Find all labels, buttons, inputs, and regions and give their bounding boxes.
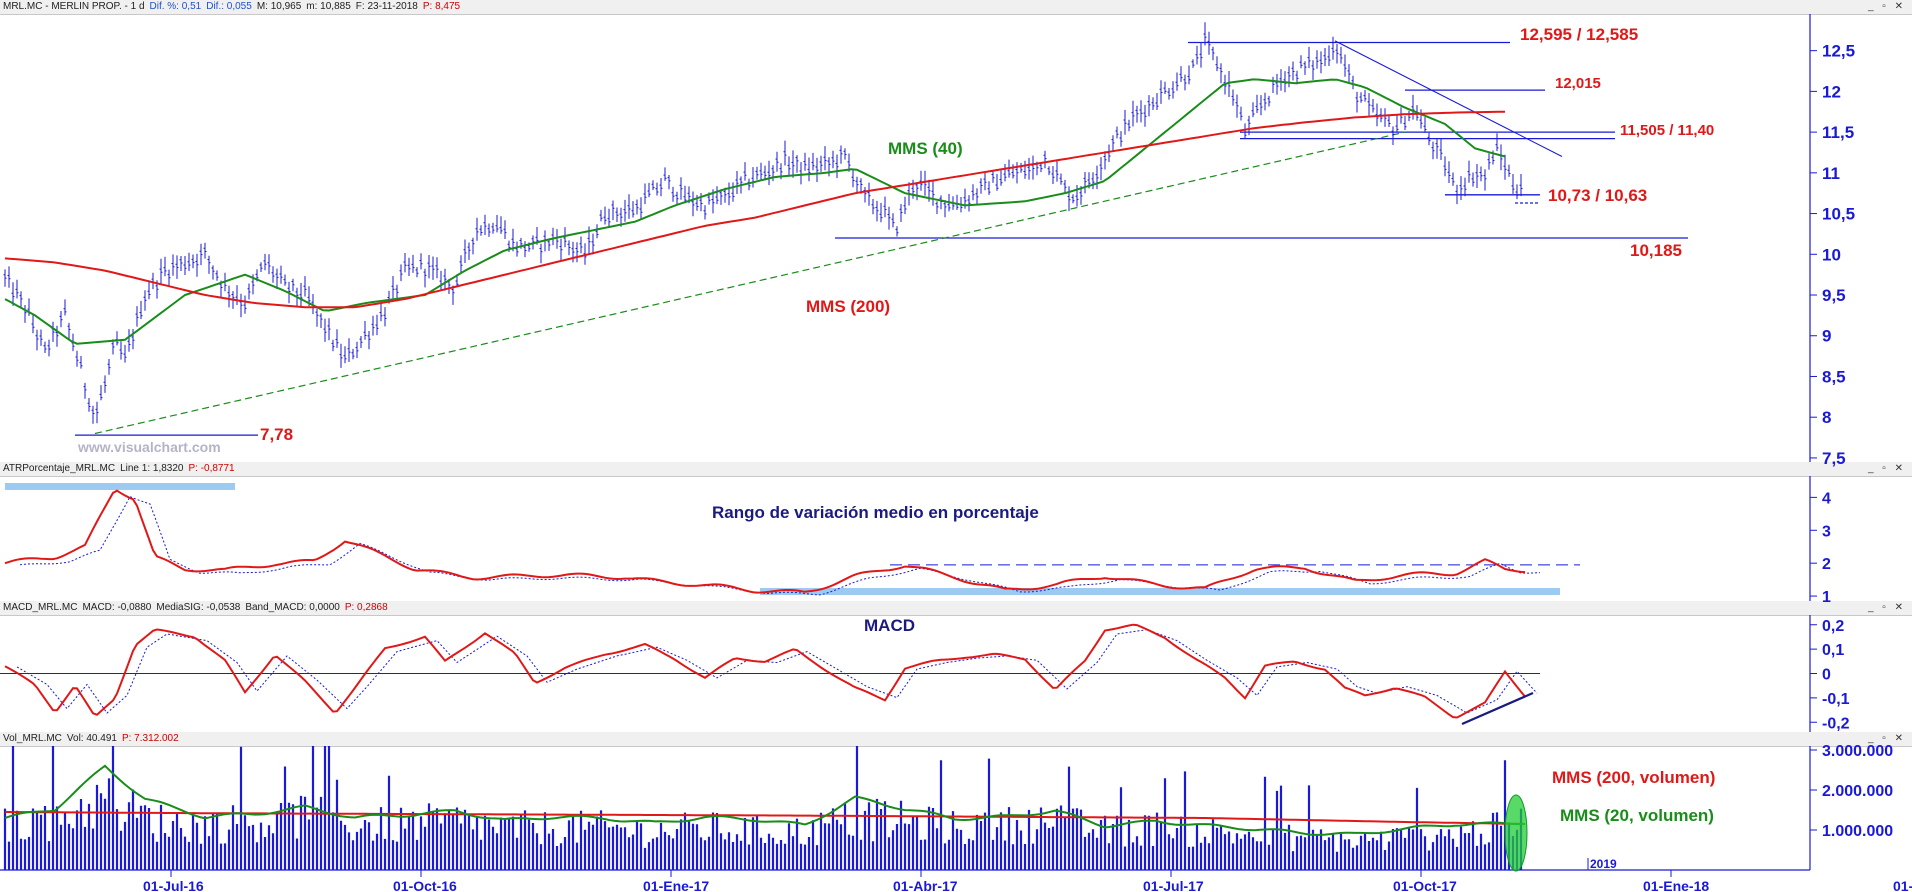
macd-signal-line <box>16 629 1538 714</box>
vol-mms20-label: MMS (20, volumen) <box>1560 806 1714 825</box>
price-y-tick-label: 11 <box>1822 164 1840 183</box>
time-tick-label: 01-Jul-17 <box>1143 878 1204 892</box>
atr-y-tick-label: 1 <box>1822 589 1831 606</box>
atr-header-item: ATRPorcentaje_MRL.MC <box>3 463 116 474</box>
macd-y-tick-label: 0,1 <box>1822 642 1844 659</box>
time-tick-label: 01-Abr-17 <box>893 878 958 892</box>
atr-highlight-top <box>5 483 235 490</box>
atr-panel-header: ATRPorcentaje_MRL.MC Line 1: 1,8320 P: -0,… <box>0 462 1912 477</box>
atr-y-tick-label: 4 <box>1822 490 1831 507</box>
vol-header-item: Vol_MRL.MC <box>3 733 62 744</box>
atr-panel: 1 2 3 4 <box>4 483 1831 606</box>
volume-highlight-ellipse <box>1504 794 1528 872</box>
level-label-10185: 10,185 <box>1630 241 1682 260</box>
time-axis: 01-Jul-16 01-Oct-16 01-Ene-17 01-Abr-17 01-J… <box>143 857 1912 892</box>
price-window-controls[interactable]: _ ▫ ✕ <box>1867 1 1906 12</box>
price-header-item: Dif.: 0,055 <box>206 1 252 12</box>
atr-header-text: ATRPorcentaje_MRL.MC Line 1: 1,8320 P: -0,… <box>3 462 240 476</box>
long-trendline <box>94 131 1406 435</box>
level-label-12015: 12,015 <box>1555 75 1601 92</box>
price-panel: 7,5 8 8,5 9 9,5 10 10,5 11 11,5 12 12,5 <box>3 22 1855 468</box>
atr-header-item: Line 1: 1,8320 <box>120 463 184 474</box>
price-header-item: P: 8,475 <box>422 1 461 12</box>
atr-line <box>4 489 1526 594</box>
level-label-11505: 11,505 / 11,40 <box>1620 122 1714 139</box>
price-header-item: M: 10,965 <box>256 1 302 12</box>
macd-panel: -0,2 -0,1 0 0,1 0,2 <box>0 618 1850 732</box>
macd-window-controls[interactable]: _ ▫ ✕ <box>1867 602 1906 613</box>
mms200-label: MMS (200) <box>806 297 890 316</box>
price-y-tick-label: 12,5 <box>1822 42 1855 61</box>
time-tick-label: 01-Oct-17 <box>1393 878 1457 892</box>
volume-bars <box>3 746 1523 870</box>
atr-title: Rango de variación medio en porcentaje <box>712 503 1039 522</box>
vol-panel-header: Vol_MRL.MC Vol: 40.491 P: 7.312.002 _ ▫ ✕ <box>0 732 1912 747</box>
vol-y-tick-label: 3.000.000 <box>1822 743 1893 760</box>
price-y-tick-label: 10 <box>1822 245 1841 264</box>
macd-y-tick-label: 0 <box>1822 667 1831 684</box>
macd-header-item: P: 0,2868 <box>344 602 388 613</box>
macd-header-item: Band_MACD: 0,0000 <box>245 602 340 613</box>
macd-header-text: MACD_MRL.MC MACD: -0,0880 MediaSIG: -0,053… <box>3 601 393 615</box>
vol-mms200-line <box>5 811 1526 825</box>
mms40-label: MMS (40) <box>888 139 963 158</box>
macd-y-tick-label: -0,1 <box>1822 691 1850 708</box>
time-tick-label: 01-Ene-17 <box>643 878 709 892</box>
level-label-12595: 12,595 / 12,585 <box>1520 25 1638 44</box>
atr-window-controls[interactable]: _ ▫ ✕ <box>1867 463 1906 474</box>
vol-y-tick-label: 2.000.000 <box>1822 783 1893 800</box>
vol-header-item: P: 7.312.002 <box>121 733 179 744</box>
volume-panel: 1.000.000 2.000.000 3.000.000 <box>3 743 1893 872</box>
price-panel-header: MRL.MC - MERLIN PROP. - 1 d Dif. %: 0,51 D… <box>0 0 1912 15</box>
time-tick-label: 01-Oct-16 <box>393 878 457 892</box>
vol-mms20-line <box>4 764 1526 836</box>
price-header-item: MRL.MC - MERLIN PROP. - 1 d <box>3 1 145 12</box>
vol-header-text: Vol_MRL.MC Vol: 40.491 P: 7.312.002 <box>3 732 184 746</box>
level-label-778: 7,78 <box>260 425 293 444</box>
atr-signal-line <box>19 495 1541 596</box>
atr-y-tick-label: 2 <box>1822 556 1831 573</box>
macd-y-tick-label: -0,2 <box>1822 715 1850 732</box>
macd-title: MACD <box>864 616 915 635</box>
price-header-text: MRL.MC - MERLIN PROP. - 1 d Dif. %: 0,51 D… <box>3 0 465 14</box>
price-y-tick-label: 11,5 <box>1822 123 1854 142</box>
atr-y-tick-label: 3 <box>1822 523 1831 540</box>
time-tick-label: 01-Ene-18 <box>1643 878 1709 892</box>
price-y-tick-label: 8,5 <box>1822 367 1846 386</box>
price-y-tick-label: 12 <box>1822 82 1841 101</box>
downtrend-line <box>1334 40 1563 158</box>
vol-y-tick-label: 1.000.000 <box>1822 823 1893 840</box>
price-y-tick-label: 8 <box>1822 408 1831 427</box>
price-y-tick-label: 10,5 <box>1822 205 1855 224</box>
mms200-line <box>4 110 1506 309</box>
macd-header-item: MACD: -0,0880 <box>82 602 152 613</box>
atr-highlight-bottom <box>760 588 1560 595</box>
vol-mms200-label: MMS (200, volumen) <box>1552 768 1715 787</box>
year-label: 2019 <box>1590 857 1617 871</box>
macd-line <box>4 623 1526 719</box>
level-label-1073: 10,73 / 10,63 <box>1548 186 1647 205</box>
watermark: www.visualchart.com <box>77 439 221 455</box>
price-y-tick-label: 9 <box>1822 327 1831 346</box>
macd-y-tick-label: 0,2 <box>1822 618 1844 635</box>
vol-header-item: Vol: 40.491 <box>66 733 117 744</box>
vol-window-controls[interactable]: _ ▫ ✕ <box>1867 733 1906 744</box>
price-y-tick-label: 9,5 <box>1822 286 1846 305</box>
time-tick-label: 01-Abr-18 <box>1893 878 1912 892</box>
price-header-item: Dif. %: 0,51 <box>149 1 202 12</box>
macd-header-item: MediaSIG: -0,0538 <box>156 602 241 613</box>
mms40-line <box>4 78 1506 345</box>
atr-header-item: P: -0,8771 <box>188 463 235 474</box>
macd-header-item: MACD_MRL.MC <box>3 602 78 613</box>
price-header-item: F: 23-11-2018 <box>355 1 418 12</box>
macd-divergence-line <box>1461 691 1534 726</box>
price-y-tick-label: 7,5 <box>1822 449 1846 468</box>
macd-panel-header: MACD_MRL.MC MACD: -0,0880 MediaSIG: -0,053… <box>0 601 1912 616</box>
time-tick-label: 01-Jul-16 <box>143 878 204 892</box>
price-header-item: m: 10,885 <box>306 1 351 12</box>
